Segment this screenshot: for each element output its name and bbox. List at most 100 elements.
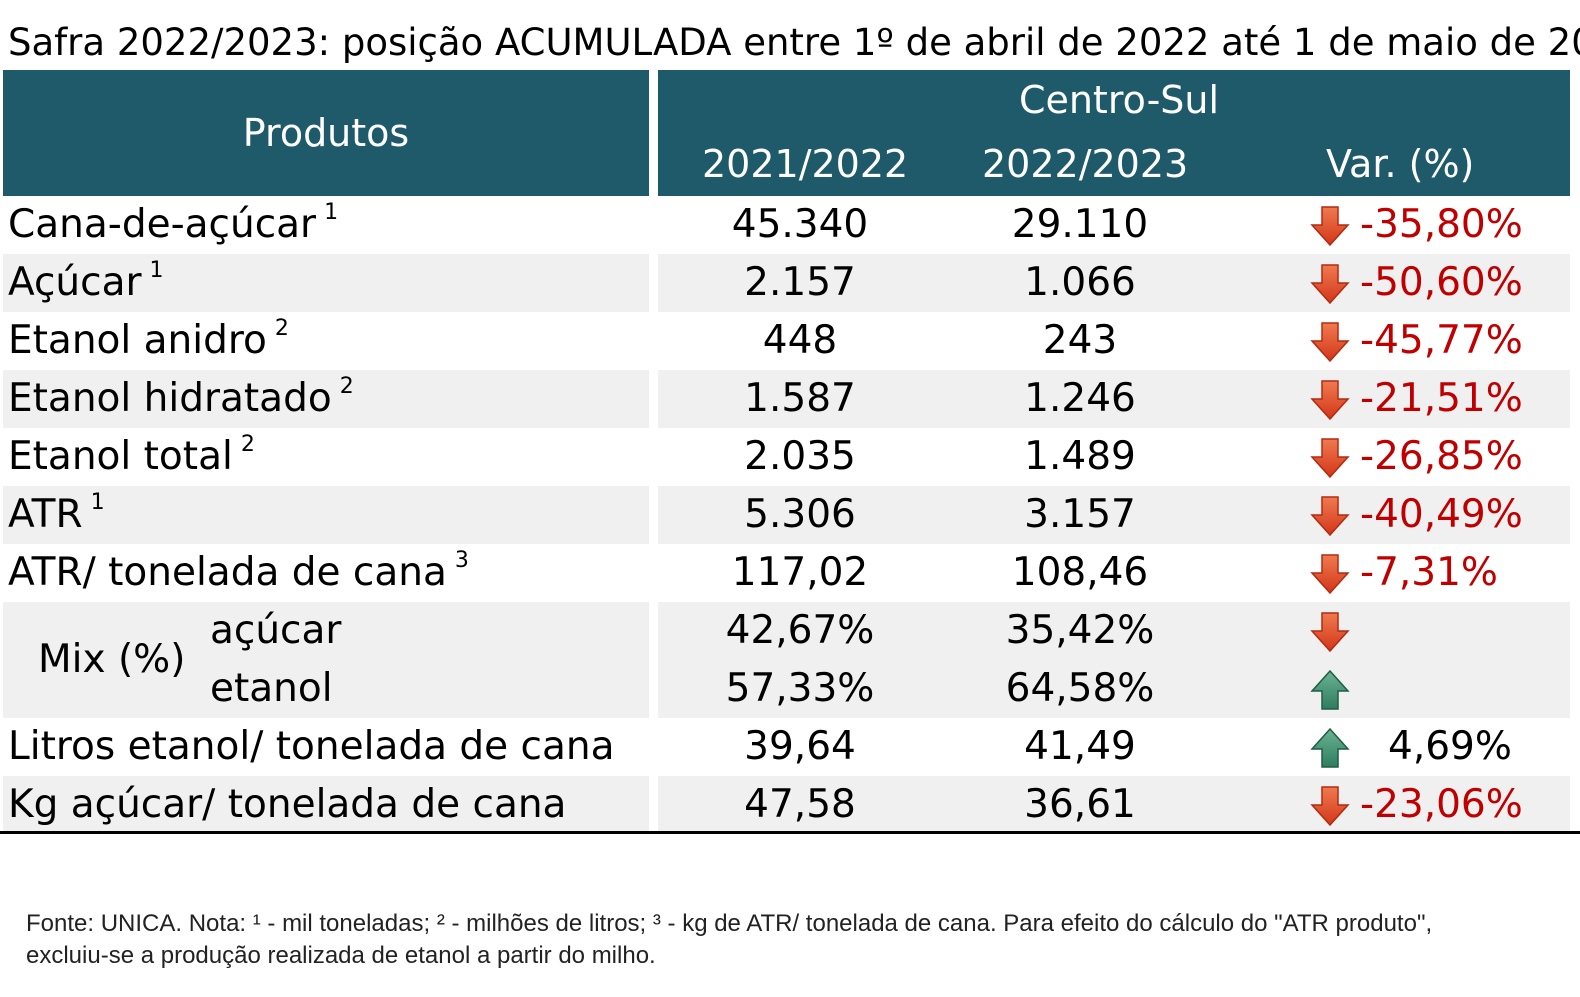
value-2021-2022: 2.035 — [744, 434, 856, 479]
production-table: Produtos Centro-Sul 2021/2022 2022/2023 … — [0, 70, 1580, 834]
value-2022-2023: 1.489 — [1024, 434, 1136, 479]
mix-label: Mix (%) — [38, 637, 186, 682]
variation-value: -45,77% — [1360, 318, 1523, 363]
value-2022-2023: 29.110 — [1011, 202, 1149, 247]
row-label: Etanol anidro 2 — [8, 312, 289, 370]
mix-sugar-label: açúcar — [210, 608, 342, 653]
row-label: Etanol total 2 — [8, 428, 255, 486]
variation-value: -50,60% — [1360, 260, 1523, 305]
row-bg-right — [658, 254, 1570, 312]
value-2021-2022: 1.587 — [744, 376, 856, 421]
variation-value: -26,85% — [1360, 434, 1523, 479]
variation-value: -23,06% — [1360, 782, 1523, 827]
value-2022-2023: 3.157 — [1024, 492, 1136, 537]
row-bg-right — [658, 776, 1570, 834]
row-label: Etanol hidratado 2 — [8, 370, 354, 428]
table-row: Açúcar 1 2.157 1.066 -50,60% — [0, 254, 1580, 312]
down-arrow-icon — [1310, 786, 1350, 827]
down-arrow-icon — [1310, 322, 1350, 363]
value-2022-2023: 1.246 — [1024, 376, 1136, 421]
header-region-block: Centro-Sul 2021/2022 2022/2023 Var. (%) — [658, 70, 1570, 196]
footnote-mark: 2 — [240, 432, 255, 457]
value-2021-2022: 448 — [762, 318, 838, 363]
value-2022-2023: 41,49 — [1024, 724, 1136, 769]
footnote-mark: 3 — [454, 548, 469, 573]
value-2022-2023: 243 — [1042, 318, 1118, 363]
row-label-text: Litros etanol/ tonelada de cana — [8, 724, 615, 769]
header-var: Var. (%) — [1326, 142, 1475, 186]
row-bg-left — [3, 602, 649, 718]
table-bottom-rule — [0, 831, 1580, 834]
row-label-text: Açúcar — [8, 260, 142, 305]
value-2021-2022: 2.157 — [744, 260, 856, 305]
table-row: Cana-de-açúcar 1 45.340 29.110 -35,80% — [0, 196, 1580, 254]
variation-value: 4,69% — [1388, 724, 1512, 769]
mix-row: Mix (%) açúcar etanol 42,67% 35,42% 57,33% 64,… — [0, 602, 1580, 718]
footnote-mark: 1 — [90, 490, 105, 515]
up-arrow-icon — [1310, 727, 1350, 768]
source-line-2: excluiu-se a produção realizada de etano… — [26, 942, 656, 969]
down-arrow-icon — [1310, 264, 1350, 305]
down-arrow-icon — [1310, 380, 1350, 421]
row-bg-right — [658, 370, 1570, 428]
row-label-text: ATR — [8, 492, 83, 537]
down-arrow-icon — [1310, 206, 1350, 247]
row-label: Kg açúcar/ tonelada de cana — [8, 776, 566, 834]
value-2021-2022: 117,02 — [731, 550, 869, 595]
header-year1: 2021/2022 — [702, 142, 909, 186]
row-bg-left — [3, 486, 649, 544]
row-label: Açúcar 1 — [8, 254, 164, 312]
variation-value: -40,49% — [1360, 492, 1523, 537]
row-label-text: Etanol total — [8, 434, 233, 479]
value-2021-2022: 5.306 — [744, 492, 856, 537]
table-row: Litros etanol/ tonelada de cana 39,64 41,4… — [0, 718, 1580, 776]
variation-value: -7,31% — [1360, 550, 1498, 595]
table-header: Produtos Centro-Sul 2021/2022 2022/2023 … — [0, 70, 1580, 196]
footnote-mark: 2 — [339, 374, 354, 399]
header-region: Centro-Sul — [1018, 78, 1220, 122]
row-label-text: Kg açúcar/ tonelada de cana — [8, 782, 567, 827]
row-label: ATR 1 — [8, 486, 105, 544]
header-year2: 2022/2023 — [982, 142, 1189, 186]
value-2022-2023: 108,46 — [1011, 550, 1149, 595]
row-label: Litros etanol/ tonelada de cana — [8, 718, 615, 776]
source-note: Fonte: UNICA. Nota: ¹ - mil toneladas; ²… — [26, 908, 1566, 972]
value-2021-2022: 45.340 — [731, 202, 869, 247]
row-label-text: Cana-de-açúcar — [8, 202, 317, 247]
row-bg-right — [658, 602, 1570, 718]
mix-sugar-2021-2022: 42,67% — [725, 608, 875, 653]
footnote-mark: 1 — [149, 258, 164, 283]
table-row: Etanol hidratado 2 1.587 1.246 -21,51% — [0, 370, 1580, 428]
mix-ethanol-2021-2022: 57,33% — [725, 666, 875, 711]
variation-value: -35,80% — [1360, 202, 1523, 247]
table-row: Etanol total 2 2.035 1.489 -26,85% — [0, 428, 1580, 486]
value-2022-2023: 1.066 — [1024, 260, 1136, 305]
table-row: ATR/ tonelada de cana 3 117,02 108,46 -7,31% — [0, 544, 1580, 602]
row-label-text: ATR/ tonelada de cana — [8, 550, 447, 595]
row-bg-left — [3, 370, 649, 428]
page-title: Safra 2022/2023: posição ACUMULADA entre… — [8, 21, 1580, 64]
row-bg-right — [658, 486, 1570, 544]
table-row: Kg açúcar/ tonelada de cana 47,58 36,61 -23… — [0, 776, 1580, 834]
header-products: Produtos — [3, 70, 649, 196]
value-2021-2022: 39,64 — [744, 724, 856, 769]
mix-ethanol-label: etanol — [210, 666, 333, 711]
row-label-text: Etanol anidro — [8, 318, 267, 363]
row-label-text: Etanol hidratado — [8, 376, 332, 421]
table-body: Cana-de-açúcar 1 45.340 29.110 -35,80% Açúcar… — [0, 196, 1580, 834]
down-arrow-icon — [1310, 612, 1350, 653]
up-arrow-icon — [1310, 669, 1350, 710]
row-bg-left — [3, 776, 649, 834]
down-arrow-icon — [1310, 554, 1350, 595]
row-label: ATR/ tonelada de cana 3 — [8, 544, 469, 602]
down-arrow-icon — [1310, 496, 1350, 537]
down-arrow-icon — [1310, 438, 1350, 479]
table-row: Etanol anidro 2 448 243 -45,77% — [0, 312, 1580, 370]
mix-sugar-2022-2023: 35,42% — [1005, 608, 1155, 653]
footnote-mark: 1 — [324, 200, 339, 225]
row-label: Cana-de-açúcar 1 — [8, 196, 338, 254]
variation-value: -21,51% — [1360, 376, 1523, 421]
value-2022-2023: 36,61 — [1024, 782, 1136, 827]
row-bg-left — [3, 254, 649, 312]
source-line-1: Fonte: UNICA. Nota: ¹ - mil toneladas; ²… — [26, 910, 1433, 937]
